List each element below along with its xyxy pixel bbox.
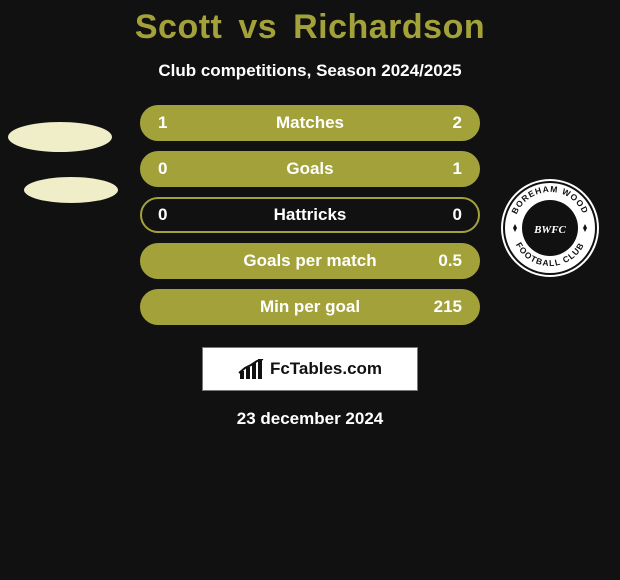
stat-right-value: 215 — [432, 297, 462, 317]
brand-box[interactable]: FcTables.com — [202, 347, 418, 391]
vs-separator: vs — [238, 8, 277, 46]
player1-club-shape-2 — [24, 177, 118, 203]
stat-right-value: 2 — [432, 113, 462, 133]
brand-chart-icon — [238, 359, 264, 379]
stat-right-value: 0.5 — [432, 251, 462, 271]
stat-row: 0Hattricks0 — [140, 197, 480, 233]
subtitle: Club competitions, Season 2024/2025 — [0, 61, 620, 81]
page-title: Scott vs Richardson — [0, 8, 620, 47]
date-text: 23 december 2024 — [0, 409, 620, 429]
stat-left-value: 1 — [158, 113, 188, 133]
stat-row: Min per goal215 — [140, 289, 480, 325]
stat-row: 1Matches2 — [140, 105, 480, 141]
stat-row: Goals per match0.5 — [140, 243, 480, 279]
club-badge-svg: BOREHAM WOOD FOOTBALL CLUB BWFC — [500, 178, 600, 278]
stat-left-value: 0 — [158, 159, 188, 179]
stat-label: Goals — [188, 159, 432, 179]
stat-label: Matches — [188, 113, 432, 133]
player2-name: Richardson — [293, 8, 485, 46]
stat-label: Hattricks — [188, 205, 432, 225]
player1-name: Scott — [135, 8, 223, 46]
stat-right-value: 1 — [432, 159, 462, 179]
player1-club-shape-1 — [8, 122, 112, 152]
stat-label: Goals per match — [188, 251, 432, 271]
stat-left-value: 0 — [158, 205, 188, 225]
stat-row: 0Goals1 — [140, 151, 480, 187]
badge-initials: BWFC — [533, 224, 566, 236]
stat-label: Min per goal — [188, 297, 432, 317]
stat-right-value: 0 — [432, 205, 462, 225]
comparison-card: Scott vs Richardson Club competitions, S… — [0, 0, 620, 580]
brand-name: FcTables.com — [270, 359, 382, 379]
player2-club-badge: BOREHAM WOOD FOOTBALL CLUB BWFC — [500, 178, 600, 278]
